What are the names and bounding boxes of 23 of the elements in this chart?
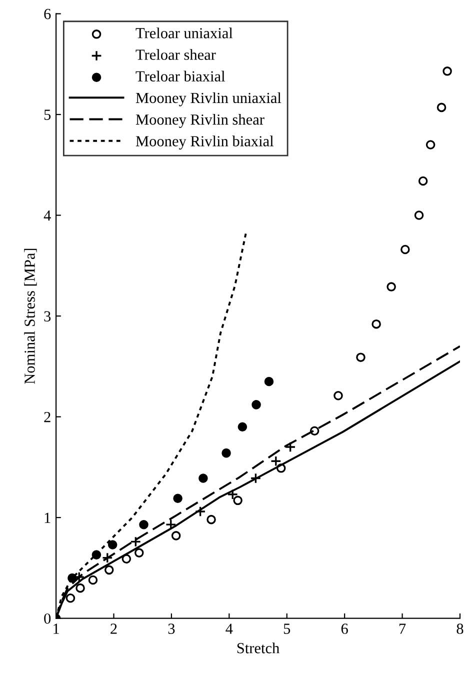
x-axis-title: Stretch [237, 642, 280, 654]
legend-label: Mooney Rivlin uniaxial [136, 92, 282, 106]
y-tick-label: 2 [44, 412, 50, 422]
legend-label: Treloar shear [136, 49, 216, 60]
y-tick-label: 3 [44, 311, 51, 322]
x-tick-label: 5 [284, 624, 290, 634]
legend-label: Treloar biaxial [136, 70, 225, 82]
x-tick-label: 2 [110, 624, 117, 634]
legend-label: Mooney Rivlin biaxial [136, 136, 274, 150]
x-tick-label: 8 [456, 624, 464, 634]
x-tick-label: 1 [54, 624, 59, 634]
legend-label: Treloar uniaxial [136, 28, 233, 38]
y-tick-label: 5 [44, 110, 51, 120]
x-tick-label: 6 [341, 624, 348, 634]
y-tick-label: 6 [44, 8, 51, 20]
y-tick-label: 0 [44, 613, 51, 624]
x-tick-label: 3 [168, 624, 175, 634]
y-tick-label: 4 [44, 210, 51, 221]
x-tick-label: 4 [226, 624, 233, 634]
y-axis-title: Nominal Stress [MPa] [24, 248, 37, 384]
y-tick-label: 1 [44, 512, 50, 523]
x-tick-label: 7 [399, 624, 406, 634]
legend-label: Mooney Rivlin shear [136, 114, 264, 128]
